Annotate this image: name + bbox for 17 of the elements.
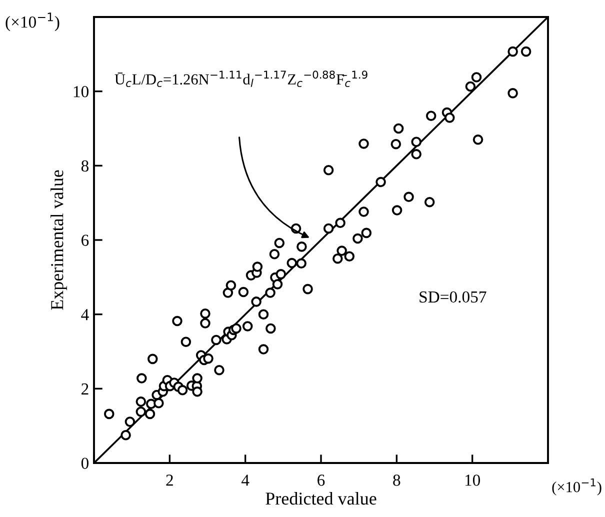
y-tick-label: 10 — [74, 86, 89, 98]
x-tick-label: 6 — [318, 474, 325, 486]
x-axis-title: Predicted value — [266, 492, 376, 505]
text: (×10$^{−1}$) — [552, 478, 602, 496]
text: (×10$^{−1}$) — [6, 12, 60, 32]
y-tick-label: 6 — [82, 234, 89, 246]
y-tick-label: 4 — [81, 309, 89, 320]
y-tick-label: 2 — [82, 383, 88, 394]
x-tick-label: 8 — [393, 474, 400, 486]
x-tick-label: 4 — [241, 474, 250, 486]
y-tick-label: 0 — [81, 458, 89, 469]
text: Ū$_{c}$L/D$_{c}$=1.26N$^{−1.11}$d$_{l}$$^{−1.17}$Z$_{c}$$^{−0.88}$F̄$_{c}$$^{1.9}$ — [114, 70, 368, 88]
annotation: SD=0.057 — [420, 291, 486, 303]
x-tick-label: 10 — [465, 474, 480, 486]
y-axis-title: Experimental value — [50, 170, 67, 310]
x-tick-label: 2 — [166, 474, 173, 486]
y-tick-label: 8 — [81, 160, 89, 172]
